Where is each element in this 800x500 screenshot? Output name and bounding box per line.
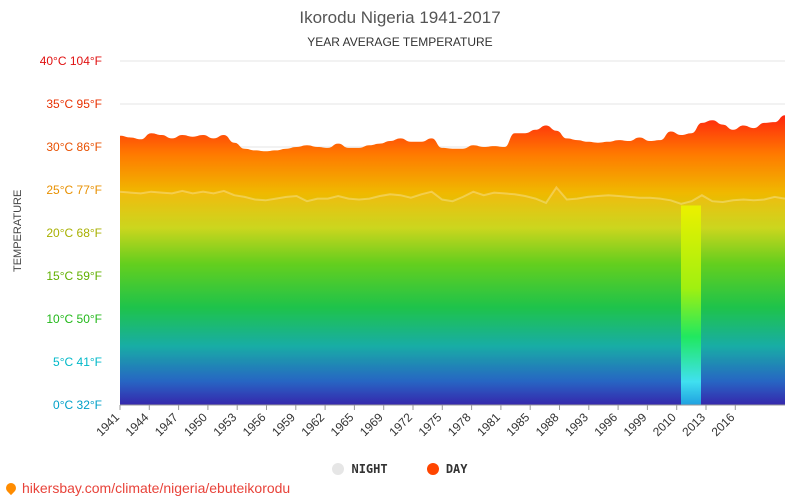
legend: NIGHT DAY <box>0 462 800 478</box>
y-tick-label: 25°C 77°F <box>46 183 102 197</box>
x-tick-label: 1972 <box>386 410 415 439</box>
x-tick-label: 1959 <box>269 410 298 439</box>
y-tick-label: 35°C 95°F <box>46 97 102 111</box>
chart-subtitle: YEAR AVERAGE TEMPERATURE <box>307 35 493 49</box>
y-tick-label: 30°C 86°F <box>46 140 102 154</box>
legend-item-night[interactable]: NIGHT <box>332 462 388 476</box>
y-tick-label: 20°C 68°F <box>46 226 102 240</box>
temperature-chart: 0°C 32°F 5°C 41°F 10°C 50°F 15°C 59°F 20°C 6… <box>40 54 786 439</box>
x-tick-label: 1953 <box>211 410 240 439</box>
source-link[interactable]: hikersbay.com/climate/nigeria/ebuteikoro… <box>3 480 291 496</box>
legend-item-day[interactable]: DAY <box>426 462 468 476</box>
y-tick-label: 15°C 59°F <box>46 269 102 283</box>
x-tick-label: 1969 <box>357 410 386 439</box>
legend-day-label: DAY <box>445 462 468 476</box>
y-tick-label: 0°C 32°F <box>53 398 102 412</box>
x-tick-label: 1978 <box>445 410 474 439</box>
x-tick-label: 1962 <box>298 410 327 439</box>
data-gap-band <box>681 205 701 405</box>
x-tick-label: 1988 <box>533 410 562 439</box>
x-tick-labels: 1941 1944 1947 1950 1953 1956 1959 1962 1965 1969… <box>93 404 785 439</box>
x-tick-label: 2013 <box>679 410 708 439</box>
x-tick-label: 1993 <box>562 410 591 439</box>
location-pin-icon <box>3 480 19 496</box>
x-tick-label: 2010 <box>650 410 679 439</box>
x-tick-label: 1941 <box>93 410 122 439</box>
y-tick-label: 10°C 50°F <box>46 312 102 326</box>
x-tick-label: 1950 <box>181 410 210 439</box>
x-tick-label: 1944 <box>123 410 152 439</box>
x-tick-label: 1996 <box>591 410 620 439</box>
x-tick-label: 1985 <box>504 410 533 439</box>
x-tick-label: 1956 <box>240 410 269 439</box>
y-tick-labels: 0°C 32°F 5°C 41°F 10°C 50°F 15°C 59°F 20°C 6… <box>40 54 102 412</box>
y-tick-label: 40°C 104°F <box>40 54 102 68</box>
x-tick-label: 1981 <box>474 410 503 439</box>
area-series <box>119 115 786 405</box>
x-tick-label: 1965 <box>328 410 357 439</box>
y-tick-label: 5°C 41°F <box>53 355 102 369</box>
night-area <box>120 187 785 405</box>
night-dot-icon <box>332 463 345 475</box>
day-dot-icon <box>426 463 439 475</box>
x-tick-label: 1947 <box>152 410 181 439</box>
legend-night-label: NIGHT <box>351 462 388 476</box>
x-tick-label: 1975 <box>416 410 445 439</box>
source-link-text: hikersbay.com/climate/nigeria/ebuteikoro… <box>22 480 291 496</box>
chart-title: Ikorodu Nigeria 1941-2017 <box>299 8 501 27</box>
day-area <box>120 115 785 405</box>
x-tick-label: 2016 <box>709 410 738 439</box>
x-tick-label: 1999 <box>621 410 650 439</box>
night-series-line <box>119 185 786 205</box>
